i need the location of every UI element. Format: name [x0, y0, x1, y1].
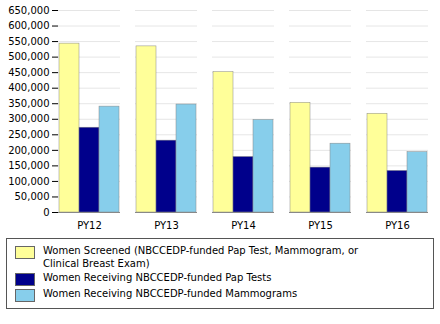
svg-text:600,000: 600,000 [8, 20, 49, 31]
svg-text:50,000: 50,000 [15, 191, 50, 202]
svg-text:450,000: 450,000 [8, 67, 49, 78]
svg-text:PY15: PY15 [308, 220, 333, 231]
html-text:Women Screened (NBCCEDP-funded: Women Screened (NBCCEDP-funded Pap Test,… [43, 245, 359, 269]
svg-text:PY14: PY14 [231, 220, 256, 231]
html-text:Women Receiving NBCCEDP-funded: Women Receiving NBCCEDP-funded Mammogram… [43, 288, 298, 299]
html-text:Women Receiving NBCCEDP-funded: Women Receiving NBCCEDP-funded Pap Tests [43, 272, 272, 283]
svg-text:150,000: 150,000 [8, 160, 49, 171]
svg-text:200,000: 200,000 [8, 145, 49, 156]
svg-text:400,000: 400,000 [8, 82, 49, 93]
svg-text:350,000: 350,000 [8, 98, 49, 109]
svg-text:PY16: PY16 [385, 220, 410, 231]
svg-text:250,000: 250,000 [8, 129, 49, 140]
svg-text:500,000: 500,000 [8, 51, 49, 62]
svg-text:650,000: 650,000 [8, 5, 49, 16]
svg-text:PY13: PY13 [154, 220, 179, 231]
svg-text:100,000: 100,000 [8, 176, 49, 187]
svg-text:PY12: PY12 [77, 220, 102, 231]
svg-text:300,000: 300,000 [8, 113, 49, 124]
svg-text:550,000: 550,000 [8, 36, 49, 47]
svg-text:0: 0 [43, 207, 49, 218]
